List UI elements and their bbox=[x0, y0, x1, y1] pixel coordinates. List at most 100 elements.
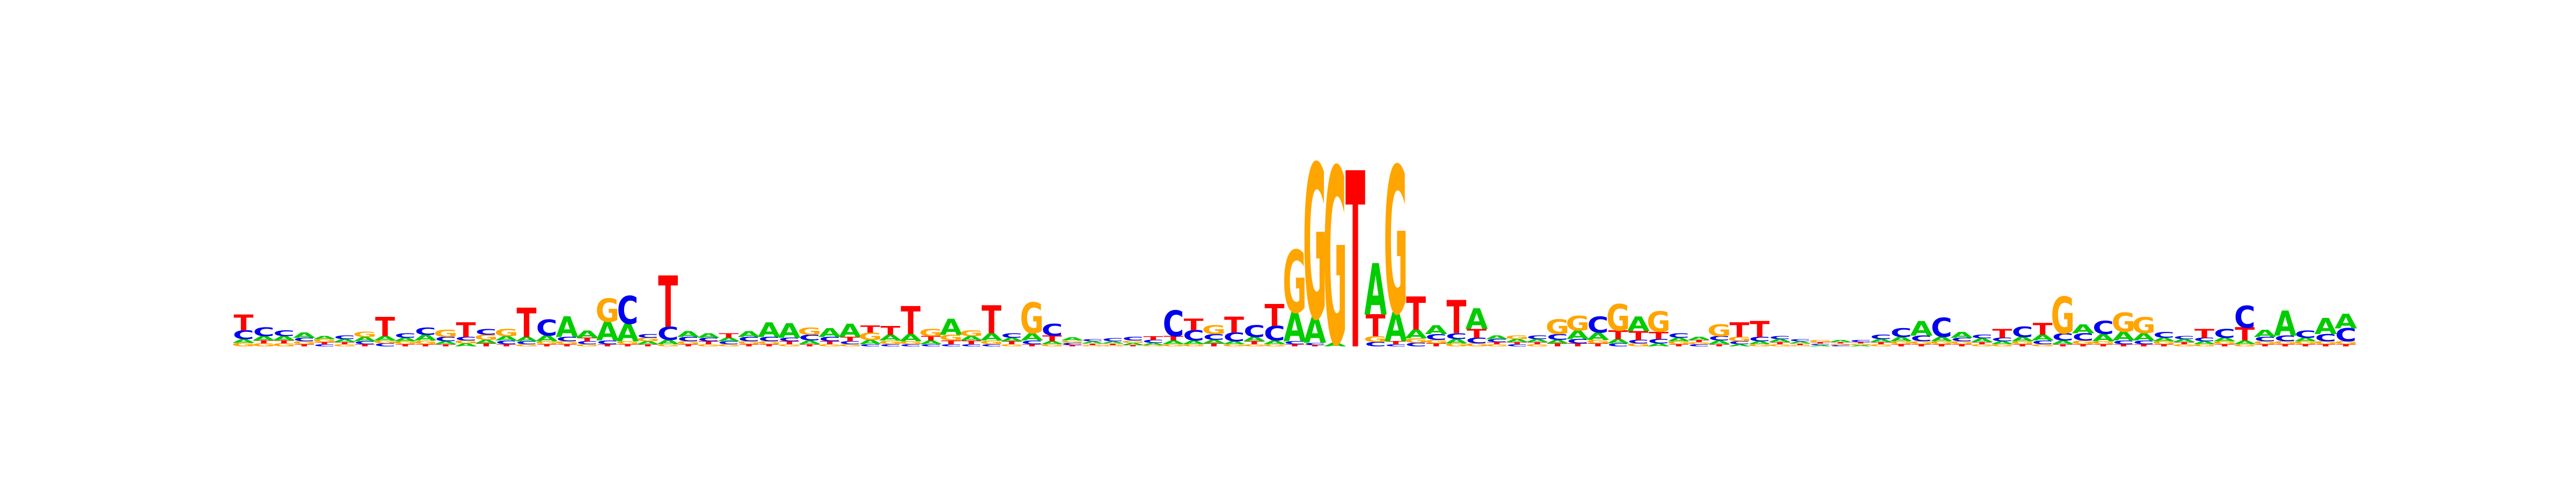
logo-letter-G: G bbox=[1809, 339, 1833, 343]
logo-letter-G: G bbox=[1748, 344, 1772, 347]
logo-letter-A: A bbox=[1223, 340, 1245, 345]
logo-letter-A: A bbox=[1485, 335, 1508, 340]
logo-letter-G: G bbox=[1202, 323, 1226, 337]
logo-letter-A: A bbox=[2092, 332, 2115, 344]
logo-letter-C: C bbox=[678, 336, 699, 343]
logo-letter-G: G bbox=[676, 340, 700, 345]
logo-letter-C: C bbox=[1506, 344, 1528, 347]
logo-letter-G: G bbox=[2334, 340, 2358, 345]
logo-letter-T: T bbox=[1891, 344, 1912, 347]
logo-letter-T: T bbox=[2336, 344, 2357, 347]
logo-letter-A: A bbox=[1930, 336, 1953, 343]
logo-letter-G: G bbox=[979, 340, 1004, 346]
logo-letter-T: T bbox=[1931, 344, 1952, 347]
logo-letter-T: T bbox=[1669, 344, 1689, 347]
logo-letter-C: C bbox=[1042, 321, 1063, 339]
logo-letter-T: T bbox=[496, 344, 517, 347]
logo-letter-A: A bbox=[1304, 310, 1326, 351]
logo-letter-A: A bbox=[960, 335, 983, 342]
logo-letter-T: T bbox=[1345, 122, 1365, 404]
logo-letter-C: C bbox=[314, 344, 335, 347]
logo-letter-A: A bbox=[798, 340, 821, 346]
logo-letter-A: A bbox=[414, 333, 437, 343]
logo-letter-T: T bbox=[1305, 345, 1326, 347]
logo-letter-T: T bbox=[739, 344, 759, 347]
logo-letter-G: G bbox=[1161, 344, 1185, 347]
logo-letter-T: T bbox=[355, 344, 375, 347]
logo-letter-C: C bbox=[819, 336, 840, 343]
logo-letter-T: T bbox=[1204, 343, 1224, 347]
logo-letter-T: T bbox=[961, 340, 982, 346]
logo-letter-T: T bbox=[415, 344, 436, 347]
logo-letter-A: A bbox=[1000, 337, 1023, 343]
logo-letter-T: T bbox=[820, 340, 840, 345]
logo-letter-T: T bbox=[2073, 344, 2094, 347]
logo-letter-A: A bbox=[2274, 304, 2296, 344]
logo-letter-C: C bbox=[900, 344, 921, 347]
logo-letter-A: A bbox=[2132, 331, 2155, 343]
logo-letter-A: A bbox=[758, 319, 780, 342]
logo-letter-C: C bbox=[354, 340, 376, 345]
logo-letter-T: T bbox=[1912, 344, 1932, 347]
logo-letter-T: T bbox=[1426, 343, 1447, 347]
logo-letter-T: T bbox=[881, 323, 901, 338]
logo-letter-T: T bbox=[1487, 342, 1507, 345]
logo-letter-A: A bbox=[677, 330, 699, 339]
logo-letter-C: C bbox=[1830, 345, 1851, 347]
logo-letter-T: T bbox=[1972, 342, 1993, 345]
logo-letter-A: A bbox=[1061, 337, 1084, 342]
logo-letter-A: A bbox=[1789, 340, 1811, 344]
logo-letter-T: T bbox=[2134, 344, 2154, 347]
logo-letter-G: G bbox=[1869, 344, 1893, 347]
logo-letter-G: G bbox=[818, 344, 842, 347]
logo-letter-G: G bbox=[272, 343, 296, 347]
logo-letter-T: T bbox=[557, 344, 577, 347]
logo-letter-A: A bbox=[1243, 336, 1266, 343]
logo-letter-A: A bbox=[1101, 340, 1124, 344]
logo-letter-A: A bbox=[1506, 338, 1528, 343]
logo-letter-T: T bbox=[2094, 344, 2114, 347]
logo-letter-G: G bbox=[2172, 344, 2197, 347]
logo-letter-G: G bbox=[1970, 344, 1994, 347]
logo-letter-G: G bbox=[454, 340, 478, 345]
logo-letter-G: G bbox=[494, 327, 518, 339]
logo-letter-T: T bbox=[800, 344, 820, 347]
logo-letter-T: T bbox=[1082, 343, 1103, 345]
logo-letter-A: A bbox=[1162, 340, 1184, 346]
logo-letter-C: C bbox=[698, 337, 719, 343]
logo-letter-C: C bbox=[294, 337, 315, 343]
logo-letter-T: T bbox=[1770, 342, 1790, 345]
logo-letter-C: C bbox=[1648, 338, 1670, 345]
logo-letter-A: A bbox=[1910, 317, 1933, 340]
logo-letter-G: G bbox=[1364, 335, 1388, 344]
logo-letter-T: T bbox=[2235, 324, 2255, 345]
logo-letter-C: C bbox=[597, 340, 618, 346]
logo-letter-T: T bbox=[1730, 319, 1750, 342]
logo-letter-T: T bbox=[2275, 344, 2296, 347]
logo-letter-A: A bbox=[839, 320, 861, 342]
logo-letter-A: A bbox=[1425, 323, 1447, 337]
logo-letter-A: A bbox=[455, 343, 477, 347]
